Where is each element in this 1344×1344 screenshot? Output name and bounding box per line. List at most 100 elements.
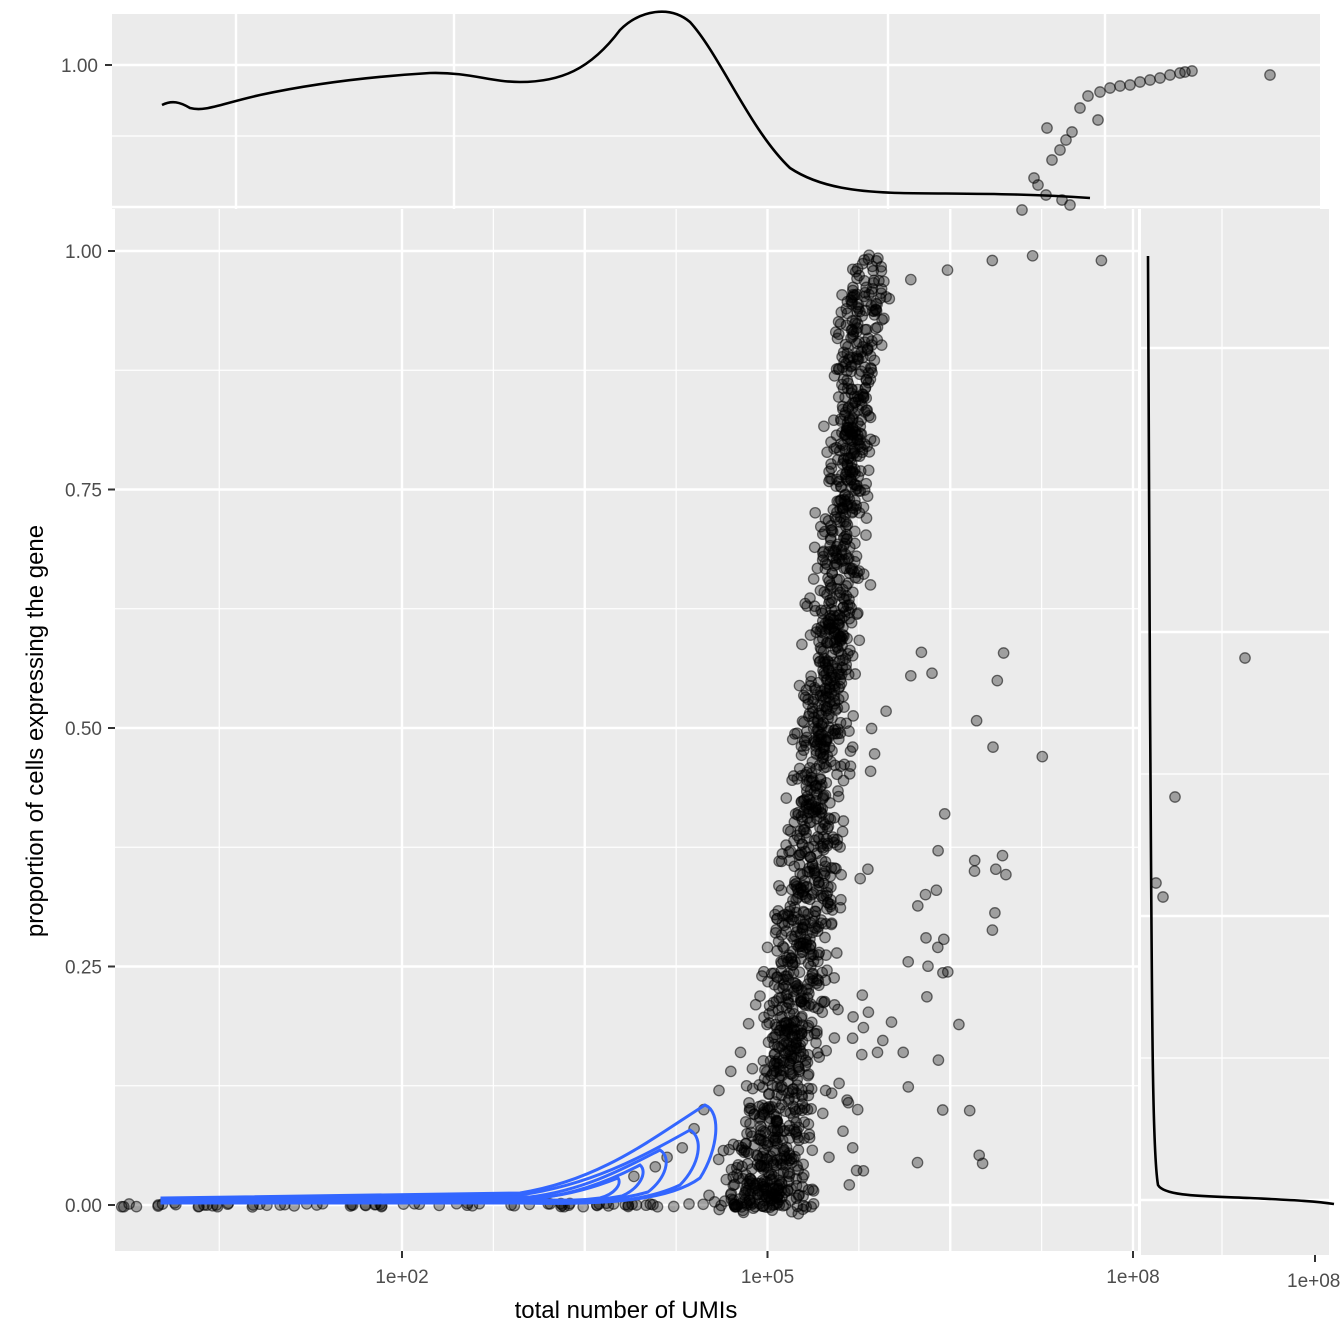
y-axis-ticks: 0.00 0.25 0.50 0.75 1.00 <box>65 242 115 1217</box>
right-x-tick-label: 1e+08 <box>1287 1271 1340 1292</box>
data-point <box>931 941 944 954</box>
x-tick-label: 1e+02 <box>375 1267 428 1288</box>
data-point <box>786 733 799 746</box>
data-point <box>941 264 954 276</box>
top-y-tick-label: 1.00 <box>61 56 98 77</box>
data-point <box>787 966 800 979</box>
data-point <box>824 532 837 544</box>
top-marginal-ticks: 1.00 <box>61 56 112 77</box>
data-point <box>842 1096 855 1109</box>
data-point <box>787 1052 800 1065</box>
data-point <box>794 849 806 861</box>
data-point <box>841 382 854 395</box>
data-point <box>806 972 819 984</box>
data-point <box>820 637 833 649</box>
right-marginal-points <box>1150 652 1251 903</box>
data-point <box>799 597 812 610</box>
data-point <box>874 292 887 305</box>
data-point <box>791 727 803 740</box>
data-point <box>973 1149 986 1162</box>
data-point <box>857 501 870 514</box>
data-point <box>857 351 869 364</box>
data-point <box>818 700 831 713</box>
data-point <box>802 978 814 990</box>
data-point <box>986 254 999 267</box>
top-marginal-point <box>1154 72 1166 84</box>
data-point <box>963 1104 976 1117</box>
data-point <box>840 357 852 370</box>
y-tick-label: 0.75 <box>65 481 102 502</box>
top-marginal-point <box>1016 204 1028 216</box>
right-marginal-panel <box>1141 209 1329 1255</box>
data-point <box>816 792 829 805</box>
data-point <box>741 1157 754 1170</box>
top-marginal-point <box>1092 114 1104 126</box>
data-point <box>712 1153 725 1166</box>
data-point <box>796 1171 809 1184</box>
data-point <box>792 1144 805 1156</box>
data-point <box>811 900 823 913</box>
top-marginal-point <box>1179 66 1191 78</box>
data-point <box>843 768 856 780</box>
data-point <box>857 390 870 403</box>
data-point <box>753 1160 766 1173</box>
data-point <box>740 1184 753 1197</box>
data-point <box>774 1011 787 1024</box>
data-point <box>789 977 802 990</box>
data-point <box>816 626 828 638</box>
data-point <box>807 967 819 980</box>
data-point <box>836 825 849 838</box>
data-point <box>676 1141 689 1154</box>
data-point <box>920 932 932 944</box>
data-point <box>780 792 793 804</box>
y-tick-label: 0.00 <box>65 1196 102 1217</box>
data-point <box>807 573 820 585</box>
top-marginal-point <box>1114 80 1126 92</box>
data-point <box>834 318 847 330</box>
data-point <box>847 710 860 722</box>
data-point <box>862 863 874 876</box>
data-point <box>811 1047 824 1059</box>
data-point <box>843 1179 856 1191</box>
data-point <box>757 1055 770 1067</box>
data-point <box>651 1200 664 1213</box>
data-point <box>875 265 888 277</box>
data-point <box>807 887 820 899</box>
data-point <box>986 924 999 936</box>
data-point <box>865 722 878 735</box>
data-point <box>774 1064 787 1077</box>
top-marginal-point <box>1082 90 1094 102</box>
data-point <box>897 1046 910 1059</box>
data-point <box>761 1153 774 1166</box>
data-point <box>766 1032 779 1044</box>
data-point <box>801 1021 814 1034</box>
data-point <box>742 1017 755 1030</box>
data-point <box>772 1168 785 1181</box>
data-point <box>732 1172 745 1185</box>
data-point <box>839 338 852 351</box>
data-point <box>822 896 834 909</box>
data-point <box>819 557 832 569</box>
right-marginal-point <box>1169 791 1181 803</box>
data-point <box>816 779 828 791</box>
data-point <box>766 1005 779 1017</box>
data-point <box>816 1006 829 1019</box>
data-point <box>824 472 837 485</box>
data-point <box>820 1044 833 1057</box>
top-marginal-points <box>1016 65 1276 216</box>
data-point <box>804 850 816 863</box>
data-point <box>130 1200 143 1213</box>
data-point <box>828 1032 841 1044</box>
data-point <box>828 683 841 696</box>
data-point <box>769 1132 782 1145</box>
data-point <box>825 1087 838 1100</box>
top-marginal-grid <box>112 14 1320 209</box>
data-point <box>802 1069 814 1082</box>
data-point <box>842 422 855 434</box>
density-contours <box>160 1103 718 1205</box>
data-point <box>649 1160 662 1173</box>
data-point <box>941 966 954 978</box>
data-point <box>831 727 844 740</box>
data-point <box>728 1178 741 1191</box>
top-marginal-point <box>1144 74 1156 86</box>
